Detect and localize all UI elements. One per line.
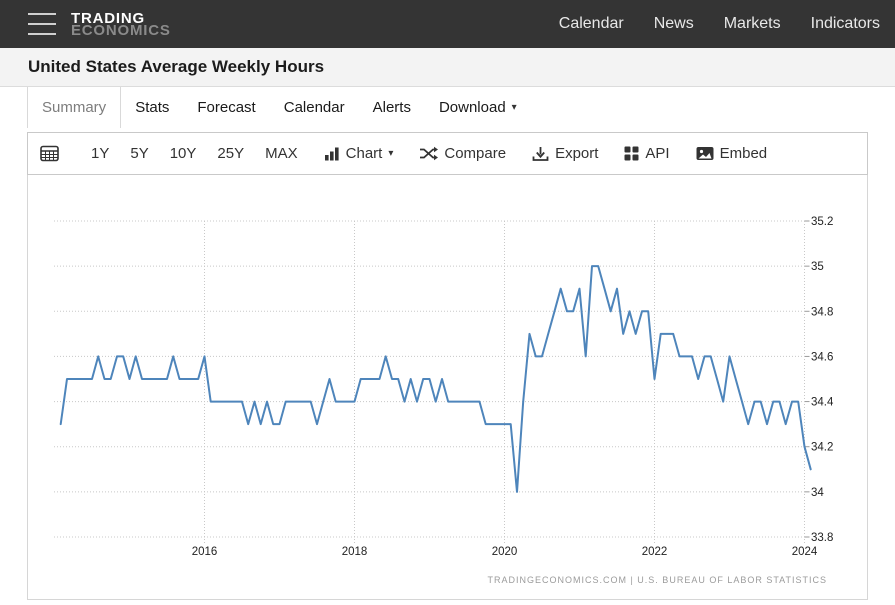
y-axis-label: 34 [811, 487, 824, 499]
top-navbar: TRADING ECONOMICS Calendar News Markets … [0, 0, 895, 48]
y-axis-label: 33.8 [811, 532, 833, 544]
bar-chart-icon [324, 147, 339, 161]
chevron-down-icon: ▾ [511, 102, 517, 113]
title-bar: United States Average Weekly Hours [0, 48, 895, 87]
calendar-grid-button[interactable] [40, 145, 65, 162]
x-axis-label: 2018 [342, 546, 368, 558]
chart-toolbar: 1Y 5Y 10Y 25Y MAX Chart ▾ Compare Export [27, 132, 868, 175]
tab-download[interactable]: Download ▾ [438, 99, 517, 116]
weekly-hours-line-chart[interactable]: 33.8 34 34.2 34.4 34.6 34.8 35 35.2 2016 2018 2020… [28, 175, 867, 598]
x-axis-label: 2020 [492, 546, 518, 558]
compare-shuffle-icon [420, 146, 439, 161]
nav-link-indicators[interactable]: Indicators [810, 15, 880, 32]
y-axis-label: 34.6 [811, 351, 833, 363]
tab-stats[interactable]: Stats [135, 99, 170, 116]
tab-calendar[interactable]: Calendar [283, 99, 345, 116]
tab-spacer [0, 87, 27, 128]
range-1y-button[interactable]: 1Y [91, 145, 110, 162]
nav-link-news[interactable]: News [653, 15, 694, 32]
export-button[interactable]: Export [532, 145, 598, 162]
x-axis-label: 2022 [642, 546, 668, 558]
x-axis-label: 2024 [792, 546, 818, 558]
download-export-icon [532, 146, 549, 161]
chart-type-button[interactable]: Chart ▾ [324, 145, 394, 162]
api-grid-icon [624, 146, 639, 161]
y-axis-label: 35 [811, 261, 824, 273]
nav-links: Calendar News Markets Indicators [559, 15, 895, 33]
range-25y-button[interactable]: 25Y [217, 145, 245, 162]
compare-button[interactable]: Compare [419, 145, 506, 162]
tab-bar: Summary Stats Forecast Calendar Alerts D… [0, 87, 895, 128]
logo-line-2: ECONOMICS [71, 21, 171, 39]
y-axis-label: 34.4 [811, 397, 834, 409]
y-axis-label: 35.2 [811, 216, 833, 228]
api-button[interactable]: API [624, 145, 670, 162]
y-axis-label: 34.8 [811, 306, 833, 318]
trading-economics-logo[interactable]: TRADING ECONOMICS [71, 9, 171, 39]
chevron-down-icon: ▾ [388, 148, 394, 159]
nav-link-markets[interactable]: Markets [723, 15, 781, 32]
chart-attribution: TRADINGECONOMICS.COM | U.S. BUREAU OF LA… [487, 575, 827, 585]
hamburger-menu-icon[interactable] [28, 13, 56, 35]
series-line [59, 265, 812, 493]
calendar-grid-icon [40, 145, 59, 162]
range-10y-button[interactable]: 10Y [169, 145, 197, 162]
range-5y-button[interactable]: 5Y [130, 145, 149, 162]
tab-alerts[interactable]: Alerts [372, 99, 411, 116]
chart-card: 33.8 34 34.2 34.4 34.6 34.8 35 35.2 2016 2018 2020… [27, 175, 868, 600]
range-max-button[interactable]: MAX [265, 145, 298, 162]
embed-button[interactable]: Embed [696, 145, 767, 162]
nav-link-calendar[interactable]: Calendar [558, 15, 624, 32]
tab-forecast[interactable]: Forecast [197, 99, 256, 116]
logo-line-1: TRADING [71, 9, 145, 27]
tab-summary[interactable]: Summary [27, 87, 122, 128]
y-axis-label: 34.2 [811, 442, 833, 454]
embed-image-icon [696, 147, 714, 160]
x-axis-label: 2016 [192, 546, 218, 558]
page-title: United States Average Weekly Hours [28, 57, 325, 76]
